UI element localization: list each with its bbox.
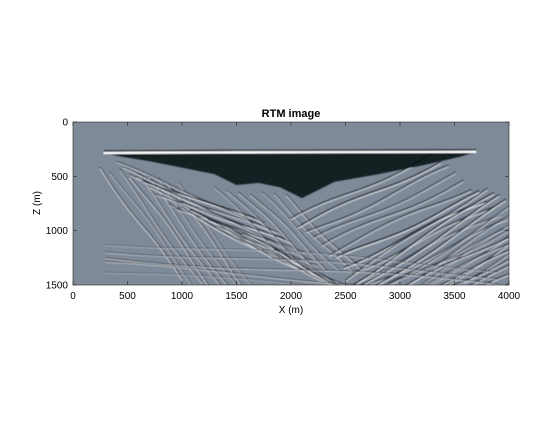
reflector-light	[363, 195, 500, 285]
reflector-light	[290, 154, 434, 221]
y-axis-label: Z (m)	[32, 191, 43, 215]
reflector-dark	[351, 192, 494, 285]
reflector-light	[388, 229, 505, 285]
reflector-dark	[105, 251, 499, 280]
reflector-dark	[233, 233, 341, 285]
reflector-light	[286, 195, 364, 273]
reflector-dark	[238, 191, 316, 270]
reflector-dark	[305, 164, 449, 232]
reflector-light	[313, 173, 457, 240]
reflector-light	[214, 188, 292, 266]
reflector-light	[274, 194, 352, 272]
reflector-light	[407, 238, 509, 285]
reflector-light	[148, 186, 292, 244]
reflector-dark	[148, 175, 229, 285]
reflector-light	[105, 258, 499, 285]
reflector-light	[242, 233, 335, 285]
reflector-dark	[336, 190, 480, 257]
water-bottom-dark	[103, 149, 477, 152]
reflector-light	[105, 273, 301, 285]
reflector-light	[226, 191, 304, 269]
reflector-dark	[445, 242, 509, 285]
reflector-light	[336, 192, 480, 259]
reflector-dark	[320, 179, 464, 246]
reflector-light	[377, 200, 506, 285]
reflector-light	[305, 166, 449, 234]
x-tick-label: 3500	[443, 291, 466, 302]
x-axis-ticks: 0 500 1000 1500 2000 2500 3000 3500 4000	[70, 122, 521, 302]
reflector-light	[129, 177, 209, 285]
reflector-light	[99, 168, 183, 281]
reflector-dark	[226, 189, 304, 268]
reflector-light	[250, 195, 328, 273]
reflector-dark	[109, 171, 193, 285]
water-bottom-reflector	[103, 150, 477, 155]
reflector-light	[297, 163, 441, 229]
reflector-light	[105, 252, 499, 281]
reflector-dark	[344, 187, 488, 282]
reflector-dark	[105, 272, 310, 285]
reflector-dark	[242, 232, 338, 285]
reflector-dark	[297, 161, 442, 228]
x-tick-label: 0	[70, 291, 76, 302]
reflector-dark	[250, 193, 328, 272]
x-tick-label: 3000	[389, 291, 412, 302]
x-tick-label: 2000	[280, 291, 303, 302]
reflector-light	[262, 193, 340, 272]
reflector-dark	[439, 249, 509, 285]
shallow-dark-wedge	[103, 151, 477, 199]
reflector-dark	[343, 200, 487, 268]
reflector-light	[426, 244, 509, 285]
x-tick-label: 1000	[171, 291, 194, 302]
reflector-light	[320, 181, 464, 248]
reflector-light	[238, 193, 316, 271]
y-axis-ticks: 0 500 1000 1500	[46, 118, 509, 292]
seismic-image	[73, 122, 509, 285]
reflector-dark	[138, 173, 222, 285]
reflector-dark	[366, 217, 509, 285]
reflector-dark	[374, 199, 506, 285]
reflector-dark	[105, 261, 368, 285]
reflector-dark	[328, 189, 472, 256]
reflector-dark	[360, 194, 500, 285]
reflector-dark	[388, 228, 505, 285]
x-tick-label: 4000	[498, 291, 521, 302]
reflector-light	[105, 245, 499, 274]
reflector-dark	[285, 194, 364, 272]
reflector-dark	[313, 171, 457, 238]
x-tick-label: 500	[119, 291, 136, 302]
y-tick-label: 1000	[46, 226, 69, 237]
reflector-light	[328, 190, 472, 258]
y-tick-label: 0	[62, 118, 68, 129]
reflector-dark	[105, 244, 499, 273]
reflector-dark	[262, 191, 340, 270]
x-tick-label: 1500	[225, 291, 248, 302]
reflector-dark	[99, 166, 183, 280]
reflector-dark	[404, 236, 509, 285]
reflector-light	[456, 260, 509, 285]
reflector-dark	[105, 257, 499, 285]
reflector-light	[105, 262, 351, 285]
reflector-dark	[214, 186, 292, 265]
chart-title: RTM image	[262, 108, 321, 120]
y-tick-label: 1500	[46, 281, 69, 292]
x-tick-label: 2500	[334, 291, 357, 302]
x-axis-label: X (m)	[279, 305, 303, 316]
reflector-light	[233, 235, 338, 285]
y-tick-label: 500	[51, 172, 68, 183]
reflector-dark	[406, 214, 509, 285]
